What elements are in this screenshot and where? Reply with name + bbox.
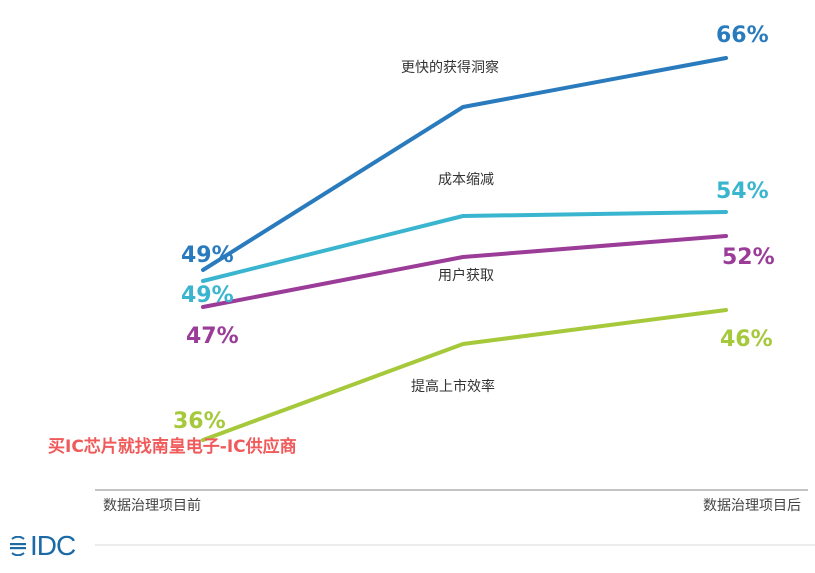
series-name-label-2: 成本缩减 — [438, 172, 494, 188]
data-label-start-1: 49% — [181, 243, 234, 268]
series-line-4 — [201, 308, 728, 442]
series-name-label-4: 提高上市效率 — [411, 378, 495, 395]
series-line-3 — [201, 234, 728, 309]
data-label-start-3: 47% — [186, 324, 239, 349]
x-tick-label-before: 数据治理项目前 — [103, 497, 201, 514]
series-line-2 — [201, 210, 728, 283]
data-label-start-2: 49% — [181, 283, 234, 308]
data-label-end-1: 66% — [716, 23, 769, 48]
data-label-end-4: 46% — [720, 327, 773, 352]
series-line-1 — [201, 56, 728, 272]
idc-logo-text: IDC — [30, 530, 76, 561]
data-label-end-3: 52% — [722, 245, 775, 270]
data-label-end-2: 54% — [716, 179, 769, 204]
idc-logo: IDC — [8, 530, 76, 562]
x-tick-label-after: 数据治理项目后 — [703, 498, 801, 514]
series-name-label-3: 用户获取 — [438, 267, 494, 284]
data-label-start-4: 36% — [173, 409, 226, 434]
series-name-label-1: 更快的获得洞察 — [401, 59, 499, 76]
watermark-text: 买IC芯片就找南皇电子-IC供应商 — [48, 437, 297, 457]
idc-logo-icon — [10, 536, 26, 556]
